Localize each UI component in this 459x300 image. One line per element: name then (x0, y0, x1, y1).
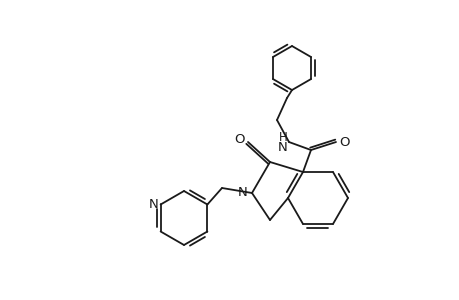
Text: O: O (339, 136, 349, 148)
Text: N: N (148, 198, 158, 211)
Text: H: H (278, 130, 287, 143)
Text: O: O (234, 133, 245, 146)
Text: N: N (278, 140, 287, 154)
Text: N: N (238, 187, 247, 200)
